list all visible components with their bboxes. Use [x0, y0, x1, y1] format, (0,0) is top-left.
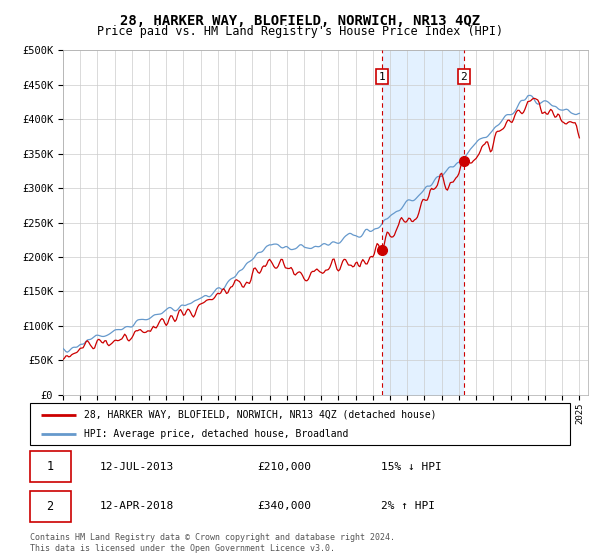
Text: 28, HARKER WAY, BLOFIELD, NORWICH, NR13 4QZ: 28, HARKER WAY, BLOFIELD, NORWICH, NR13 … [120, 14, 480, 28]
Text: Contains HM Land Registry data © Crown copyright and database right 2024.
This d: Contains HM Land Registry data © Crown c… [30, 533, 395, 553]
Text: HPI: Average price, detached house, Broadland: HPI: Average price, detached house, Broa… [84, 429, 349, 439]
FancyBboxPatch shape [30, 451, 71, 482]
Text: 12-APR-2018: 12-APR-2018 [100, 501, 175, 511]
FancyBboxPatch shape [30, 491, 71, 522]
Text: £210,000: £210,000 [257, 461, 311, 472]
Text: Price paid vs. HM Land Registry's House Price Index (HPI): Price paid vs. HM Land Registry's House … [97, 25, 503, 38]
Text: 2: 2 [46, 500, 53, 513]
Text: 2% ↑ HPI: 2% ↑ HPI [381, 501, 435, 511]
Text: 12-JUL-2013: 12-JUL-2013 [100, 461, 175, 472]
Text: 2: 2 [461, 72, 467, 82]
Text: 1: 1 [379, 72, 386, 82]
Text: 1: 1 [46, 460, 53, 473]
Text: £340,000: £340,000 [257, 501, 311, 511]
Text: 28, HARKER WAY, BLOFIELD, NORWICH, NR13 4QZ (detached house): 28, HARKER WAY, BLOFIELD, NORWICH, NR13 … [84, 409, 437, 419]
Text: 15% ↓ HPI: 15% ↓ HPI [381, 461, 442, 472]
